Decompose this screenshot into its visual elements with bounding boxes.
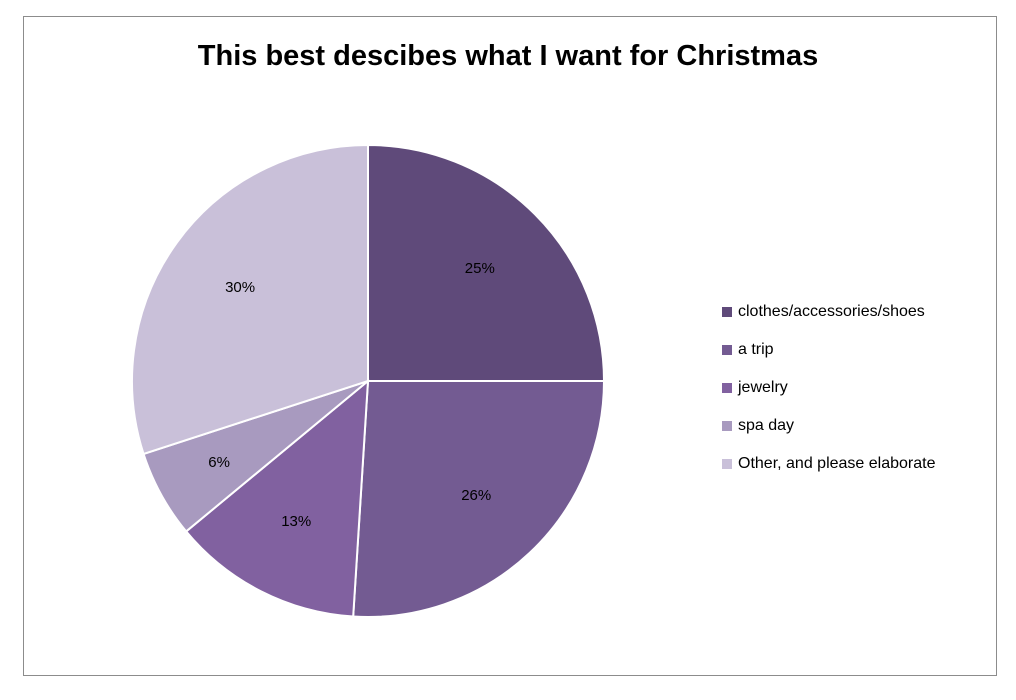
legend-label: a trip [738,341,774,358]
legend-item-other: Other, and please elaborate [722,445,992,483]
legend-label: Other, and please elaborate [738,455,936,472]
legend-swatch [722,459,732,469]
legend: clothes/accessories/shoes a trip jewelry… [722,293,992,483]
slice-percent-label: 26% [461,487,491,504]
legend-swatch [722,345,732,355]
legend-item-trip: a trip [722,331,992,369]
legend-label: clothes/accessories/shoes [738,303,925,320]
slice-percent-label: 13% [281,513,311,530]
legend-item-spa-day: spa day [722,407,992,445]
legend-item-clothes: clothes/accessories/shoes [722,293,992,331]
slice-percent-label: 25% [465,260,495,277]
slice-percent-label: 30% [225,279,255,296]
pie-slice-jewelry [184,378,370,618]
legend-label: spa day [738,417,795,434]
legend-swatch [722,421,732,431]
legend-swatch [722,307,732,317]
legend-swatch [722,383,732,393]
slice-percent-label: 6% [208,454,230,471]
pie-slice-a-trip [352,380,606,618]
pie-slice-clothes-accessories-shoes [367,143,606,382]
legend-label: jewelry [738,379,788,396]
pie-slice-other-and-please-elaborate [131,143,369,456]
legend-item-jewelry: jewelry [722,369,992,407]
chart-title: This best descibes what I want for Chris… [197,40,819,72]
